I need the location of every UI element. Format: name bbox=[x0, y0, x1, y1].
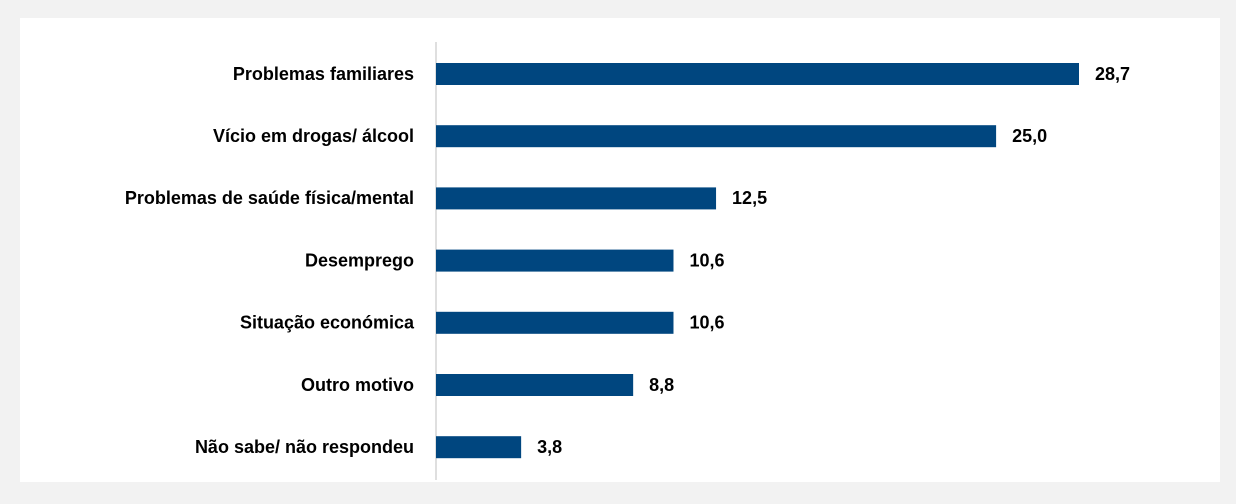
bar bbox=[436, 374, 634, 396]
value-label: 10,6 bbox=[689, 313, 724, 333]
bar bbox=[436, 125, 997, 148]
category-label: Outro motivo bbox=[301, 375, 414, 395]
value-label: 10,6 bbox=[689, 250, 724, 270]
category-label: Problemas familiares bbox=[233, 64, 414, 84]
category-label: Não sabe/ não respondeu bbox=[195, 437, 414, 457]
category-label: Situação económica bbox=[240, 313, 415, 333]
value-label: 8,8 bbox=[649, 375, 674, 395]
value-label: 12,5 bbox=[732, 188, 767, 208]
bar bbox=[436, 311, 674, 334]
value-label: 3,8 bbox=[537, 437, 562, 457]
bar bbox=[436, 63, 1079, 85]
bar bbox=[436, 436, 522, 459]
category-label: Vício em drogas/ álcool bbox=[213, 126, 414, 146]
bar bbox=[436, 187, 717, 210]
value-label: 28,7 bbox=[1095, 64, 1130, 84]
category-label: Desemprego bbox=[305, 250, 414, 270]
category-label: Problemas de saúde física/mental bbox=[125, 188, 414, 208]
value-label: 25,0 bbox=[1012, 126, 1047, 146]
bar bbox=[436, 249, 674, 272]
